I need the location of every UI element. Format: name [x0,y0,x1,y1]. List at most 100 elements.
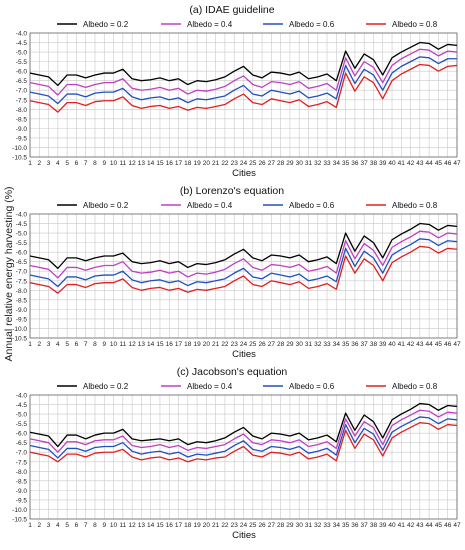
x-tick-label: 24 [240,341,248,348]
x-tick-label: 13 [138,341,146,348]
x-tick-label: 37 [361,522,369,529]
legend-label: Albedo = 0.6 [289,382,335,391]
y-tick-label: -8.0 [16,469,28,476]
x-tick-label: 31 [305,160,313,167]
y-tick-label: -8.0 [16,107,28,114]
x-tick-label: 35 [342,522,350,529]
x-tick-label: 29 [286,160,294,167]
x-tick-label: 11 [119,522,126,529]
x-tick-label: 37 [361,160,369,167]
x-tick-label: 36 [351,160,359,167]
x-tick-label: 32 [314,522,322,529]
x-tick-label: 23 [231,160,239,167]
x-tick-label: 22 [221,341,229,348]
x-tick-label: 43 [416,522,424,529]
x-tick-label: 39 [379,160,387,167]
y-tick-label: -7.0 [16,88,28,95]
x-tick-label: 9 [102,341,106,348]
x-tick-label: 25 [249,160,257,167]
x-tick-label: 17 [175,341,183,348]
chart-panel-2: (b) Lorenzo's equation Albedo = 0.2 Albedo… [12,185,461,360]
y-tick-label: -8.5 [16,116,28,123]
x-tick-label: 47 [453,160,461,167]
x-tick-label: 16 [166,341,174,348]
x-tick-label: 3 [47,160,51,167]
x-tick-label: 2 [37,341,41,348]
x-tick-label: 12 [128,341,136,348]
x-axis-label: Cities [232,349,256,360]
x-tick-label: 1 [28,341,32,348]
x-tick-label: 3 [47,341,51,348]
x-tick-label: 6 [75,341,79,348]
x-tick-label: 30 [296,341,304,348]
x-axis-label: Cities [232,168,256,179]
x-tick-label: 25 [249,522,257,529]
x-tick-label: 9 [102,522,106,529]
chart-title: (a) IDAE guideline [189,4,274,16]
x-tick-label: 19 [193,522,201,529]
x-tick-label: 37 [361,341,369,348]
series-line-4 [29,422,458,463]
x-tick-label: 46 [444,341,452,348]
x-tick-label: 32 [314,341,322,348]
y-tick-label: -7.5 [16,97,28,104]
x-tick-label: 45 [435,341,443,348]
x-tick-label: 39 [379,341,387,348]
x-tick-label: 18 [184,160,192,167]
x-tick-label: 17 [175,160,183,167]
legend-label: Albedo = 0.4 [187,382,233,391]
x-tick-label: 41 [398,522,406,529]
x-tick-label: 9 [102,160,106,167]
x-tick-label: 21 [212,341,220,348]
x-tick-label: 41 [398,341,406,348]
y-tick-label: -9.0 [16,126,28,133]
x-tick-label: 14 [147,522,155,529]
x-tick-label: 4 [56,341,60,348]
x-tick-label: 31 [305,522,313,529]
series-line-3 [29,56,457,105]
x-tick-label: 33 [323,160,331,167]
x-tick-label: 36 [351,522,359,529]
x-tick-label: 8 [93,341,97,348]
x-tick-label: 36 [351,341,359,348]
y-tick-label: -5.0 [16,50,28,57]
x-tick-label: 29 [286,522,294,529]
x-tick-label: 3 [47,522,51,529]
y-tick-label: -6.5 [16,259,28,266]
x-tick-label: 5 [65,160,69,167]
x-tick-label: 13 [138,160,146,167]
x-tick-label: 19 [193,160,201,167]
x-tick-label: 7 [84,522,88,529]
x-tick-label: 5 [65,341,69,348]
x-tick-label: 12 [128,160,136,167]
x-tick-label: 30 [296,160,304,167]
y-tick-label: -8.5 [16,478,28,485]
y-tick-label: -6.5 [16,78,28,85]
x-tick-label: 35 [342,160,350,167]
x-tick-label: 21 [212,522,220,529]
x-tick-label: 27 [268,341,276,348]
x-tick-label: 42 [407,160,415,167]
y-tick-label: -5.5 [16,240,28,247]
y-tick-label: -4.0 [16,31,28,38]
y-tick-label: -9.0 [16,488,28,495]
legend-label: Albedo = 0.8 [392,201,438,210]
y-tick-label: -6.5 [16,440,28,447]
y-tick-label: -5.0 [16,231,28,238]
series-line-3 [29,238,458,288]
x-tick-label: 13 [138,522,146,529]
y-tick-label: -4.5 [16,40,28,47]
x-tick-label: 25 [249,341,257,348]
x-tick-label: 28 [277,160,285,167]
x-tick-label: 42 [407,522,415,529]
x-tick-label: 31 [305,341,313,348]
x-tick-label: 22 [221,160,229,167]
x-tick-label: 46 [444,522,452,529]
x-tick-label: 16 [166,522,174,529]
x-tick-label: 30 [296,522,304,529]
series-line-1 [29,41,458,87]
x-tick-label: 23 [231,341,239,348]
legend-label: Albedo = 0.2 [83,382,129,391]
x-tick-label: 35 [342,341,350,348]
chart-title: (b) Lorenzo's equation [180,185,284,197]
